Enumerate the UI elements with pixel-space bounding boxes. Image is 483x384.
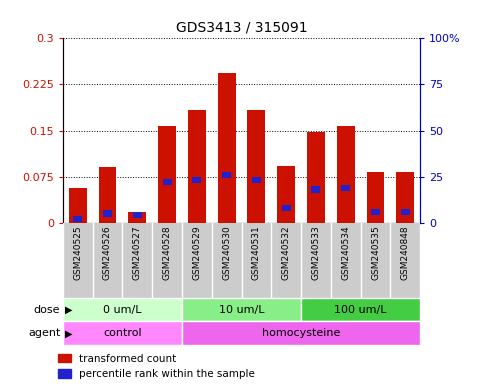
Bar: [397, 172, 414, 223]
Text: GSM240528: GSM240528: [163, 225, 171, 280]
Text: GSM240525: GSM240525: [73, 225, 82, 280]
Text: GSM240848: GSM240848: [401, 225, 410, 280]
Bar: [103, 210, 112, 217]
Bar: [252, 177, 261, 184]
Text: 0 um/L: 0 um/L: [103, 305, 142, 314]
Bar: [158, 126, 176, 223]
Bar: [73, 216, 82, 222]
Text: GSM240530: GSM240530: [222, 225, 231, 280]
Bar: [188, 110, 206, 223]
Bar: [218, 73, 236, 223]
Bar: [163, 179, 171, 185]
Text: GSM240527: GSM240527: [133, 225, 142, 280]
Bar: [222, 172, 231, 178]
Bar: [277, 166, 295, 223]
Text: homocysteine: homocysteine: [262, 328, 340, 338]
Text: 100 um/L: 100 um/L: [334, 305, 387, 314]
Bar: [282, 205, 291, 211]
Bar: [133, 212, 142, 218]
Bar: [63, 321, 182, 345]
Text: GSM240526: GSM240526: [103, 225, 112, 280]
Text: GSM240535: GSM240535: [371, 225, 380, 280]
Text: GSM240531: GSM240531: [252, 225, 261, 280]
Text: ▶: ▶: [65, 328, 73, 338]
Bar: [367, 172, 384, 223]
Bar: [341, 185, 350, 191]
Bar: [312, 187, 320, 193]
Text: GSM240534: GSM240534: [341, 225, 350, 280]
Text: GSM240532: GSM240532: [282, 225, 291, 280]
Title: GDS3413 / 315091: GDS3413 / 315091: [176, 20, 307, 35]
Bar: [371, 209, 380, 215]
Legend: transformed count, percentile rank within the sample: transformed count, percentile rank withi…: [58, 354, 255, 379]
Bar: [401, 209, 410, 215]
Text: GSM240529: GSM240529: [192, 225, 201, 280]
Text: 10 um/L: 10 um/L: [219, 305, 264, 314]
Bar: [69, 188, 86, 223]
Bar: [301, 298, 420, 321]
Text: agent: agent: [28, 328, 60, 338]
Bar: [99, 167, 116, 223]
Text: GSM240533: GSM240533: [312, 225, 320, 280]
Text: control: control: [103, 328, 142, 338]
Bar: [182, 321, 420, 345]
Bar: [63, 298, 182, 321]
Bar: [192, 177, 201, 184]
Text: ▶: ▶: [65, 305, 73, 314]
Bar: [337, 126, 355, 223]
Bar: [307, 132, 325, 223]
Bar: [247, 110, 265, 223]
Text: dose: dose: [34, 305, 60, 314]
Bar: [128, 212, 146, 223]
Bar: [182, 298, 301, 321]
